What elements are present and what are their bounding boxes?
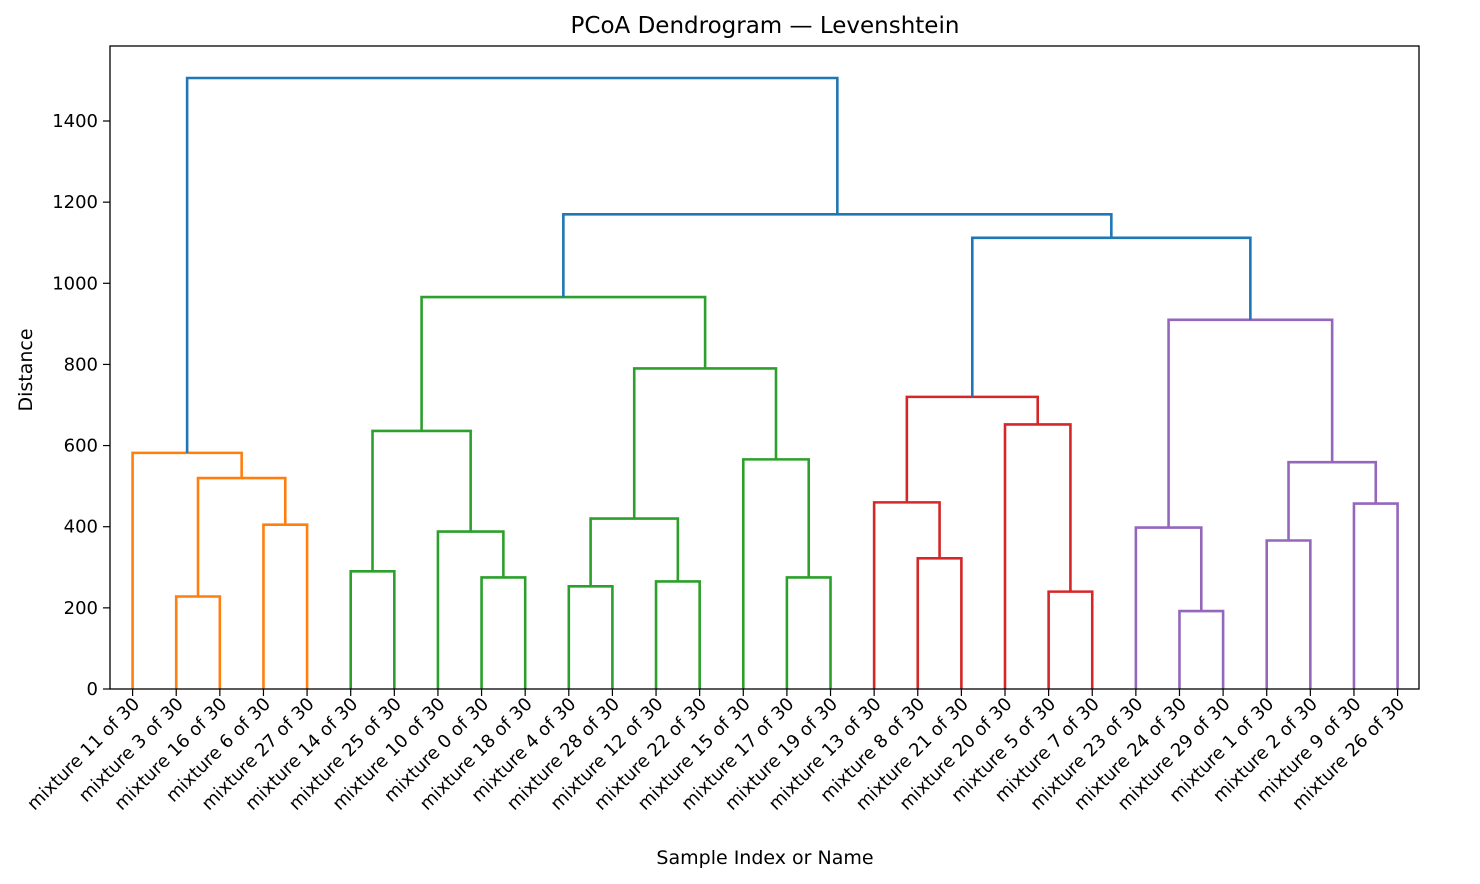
y-tick-label: 0 <box>87 679 98 700</box>
dendrogram-link <box>174 595 222 689</box>
dendrogram-link <box>1352 502 1399 689</box>
plot-frame <box>109 45 1420 690</box>
y-tick-label: 200 <box>64 598 98 619</box>
y-tick-label: 1200 <box>52 192 98 213</box>
dendrogram-link <box>785 576 832 689</box>
dendrogram-link <box>480 576 527 689</box>
dendrogram-link <box>589 517 680 587</box>
y-tick-label: 400 <box>64 517 98 538</box>
dendrogram-link <box>1287 460 1378 541</box>
dendrogram-link <box>1178 609 1225 689</box>
y-axis: 0 200 400 600 800 1000 1200 1400 <box>52 111 110 700</box>
y-axis-title: Distance <box>15 328 37 411</box>
dendrogram-link <box>567 585 614 689</box>
dendrogram-link <box>916 557 963 689</box>
dendrogram-link <box>185 76 839 453</box>
dendrogram-link <box>262 523 309 689</box>
dendrogram-link <box>872 501 941 689</box>
dendrogram-link <box>1134 526 1203 689</box>
x-axis-title: Sample Index or Name <box>656 847 873 869</box>
y-tick-label: 1000 <box>52 273 98 294</box>
dendrogram-link <box>741 458 811 689</box>
dendrogram-link <box>1003 423 1072 689</box>
dendrogram-link <box>371 429 472 572</box>
dendrogram-link <box>905 395 1040 503</box>
dendrogram-link <box>562 213 1113 298</box>
y-tick-label: 600 <box>64 436 98 457</box>
dendrogram-link <box>436 530 505 689</box>
dendrogram-link <box>654 580 701 689</box>
dendrogram-link <box>1167 318 1334 528</box>
dendrogram-link <box>131 451 243 689</box>
chart-title: PCoA Dendrogram — Levenshtein <box>571 13 960 39</box>
y-tick-label: 1400 <box>52 111 98 132</box>
dendrogram-link <box>1265 539 1312 689</box>
dendrogram-link <box>196 476 287 597</box>
dendrogram-link <box>970 236 1252 397</box>
dendrogram-link <box>1047 590 1094 689</box>
dendrogram-link <box>632 367 778 519</box>
y-tick-label: 800 <box>64 354 98 375</box>
dendrogram-link <box>420 295 707 431</box>
dendrogram-links <box>131 76 1399 689</box>
dendrogram-link <box>349 570 396 689</box>
